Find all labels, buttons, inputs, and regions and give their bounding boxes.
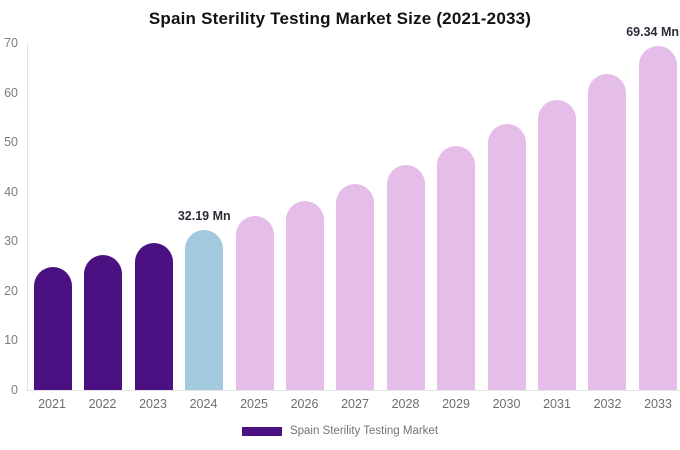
bar-column [336, 183, 375, 390]
x-tick-label: 2028 [391, 397, 420, 411]
bar-column [588, 74, 627, 390]
x-tick-label: 2032 [593, 397, 622, 411]
y-tick-label: 70 [4, 36, 18, 50]
x-tick-label: 2033 [644, 397, 672, 411]
plot-area: 32.19 Mn 69.34 Mn [27, 25, 680, 391]
x-tick-label: 2022 [88, 397, 117, 411]
bar-column [84, 255, 123, 390]
bar-2021[interactable] [34, 266, 72, 390]
bar-2026[interactable] [286, 200, 325, 390]
x-tick-label: 2021 [38, 397, 66, 411]
bar-column [437, 145, 476, 390]
x-tick-label: 2026 [290, 397, 319, 411]
x-tick-label: 2027 [341, 397, 369, 411]
bar-2025[interactable] [235, 216, 274, 390]
legend-label: Spain Sterility Testing Market [289, 425, 439, 437]
bar-2027[interactable] [336, 183, 375, 390]
x-tick-label: 2024 [189, 397, 218, 411]
bar-2033[interactable] [638, 46, 677, 390]
y-axis-labels: 0 10 20 30 40 50 60 70 [0, 36, 20, 397]
bar-column [638, 46, 677, 390]
y-tick-label: 20 [4, 283, 18, 298]
bar-column [134, 243, 173, 390]
bar-2024[interactable] [185, 230, 224, 390]
bar-column [538, 100, 577, 390]
y-tick-label: 0 [11, 383, 18, 397]
y-tick-label: 60 [4, 85, 18, 100]
bars-container [34, 43, 677, 390]
x-axis-labels: 2021 2022 2023 2024 2025 2026 2027 2028 2029 2030… [33, 397, 677, 411]
bar-column [286, 200, 325, 390]
bar-2022[interactable] [84, 255, 123, 390]
y-tick-label: 40 [4, 184, 18, 199]
x-tick-label: 2031 [543, 397, 571, 411]
chart-title: Spain Sterility Testing Market Size (202… [148, 9, 532, 28]
x-tick-label: 2029 [442, 397, 470, 411]
bar-column [235, 216, 274, 390]
bar-2029[interactable] [437, 145, 476, 390]
value-annotation-2024: 32.19 Mn [177, 209, 231, 224]
bar-column [386, 165, 425, 390]
legend-item[interactable]: Spain Sterility Testing Market [0, 425, 680, 437]
x-tick-label: 2025 [240, 397, 268, 411]
bar-2030[interactable] [487, 123, 526, 390]
y-tick-label: 50 [4, 135, 18, 150]
value-annotation-2033: 69.34 Mn [626, 25, 679, 40]
bar-2028[interactable] [386, 165, 425, 390]
y-tick-label: 10 [4, 333, 18, 348]
x-tick-label: 2023 [139, 397, 167, 411]
bar-2023[interactable] [134, 243, 173, 390]
legend-swatch [241, 426, 282, 436]
x-tick-label: 2030 [492, 397, 521, 411]
bar-2031[interactable] [538, 100, 577, 390]
bar-column [487, 123, 526, 390]
bar-column [34, 266, 72, 390]
y-tick-label: 30 [4, 234, 18, 249]
bar-column [185, 230, 224, 390]
bar-2032[interactable] [588, 74, 627, 390]
